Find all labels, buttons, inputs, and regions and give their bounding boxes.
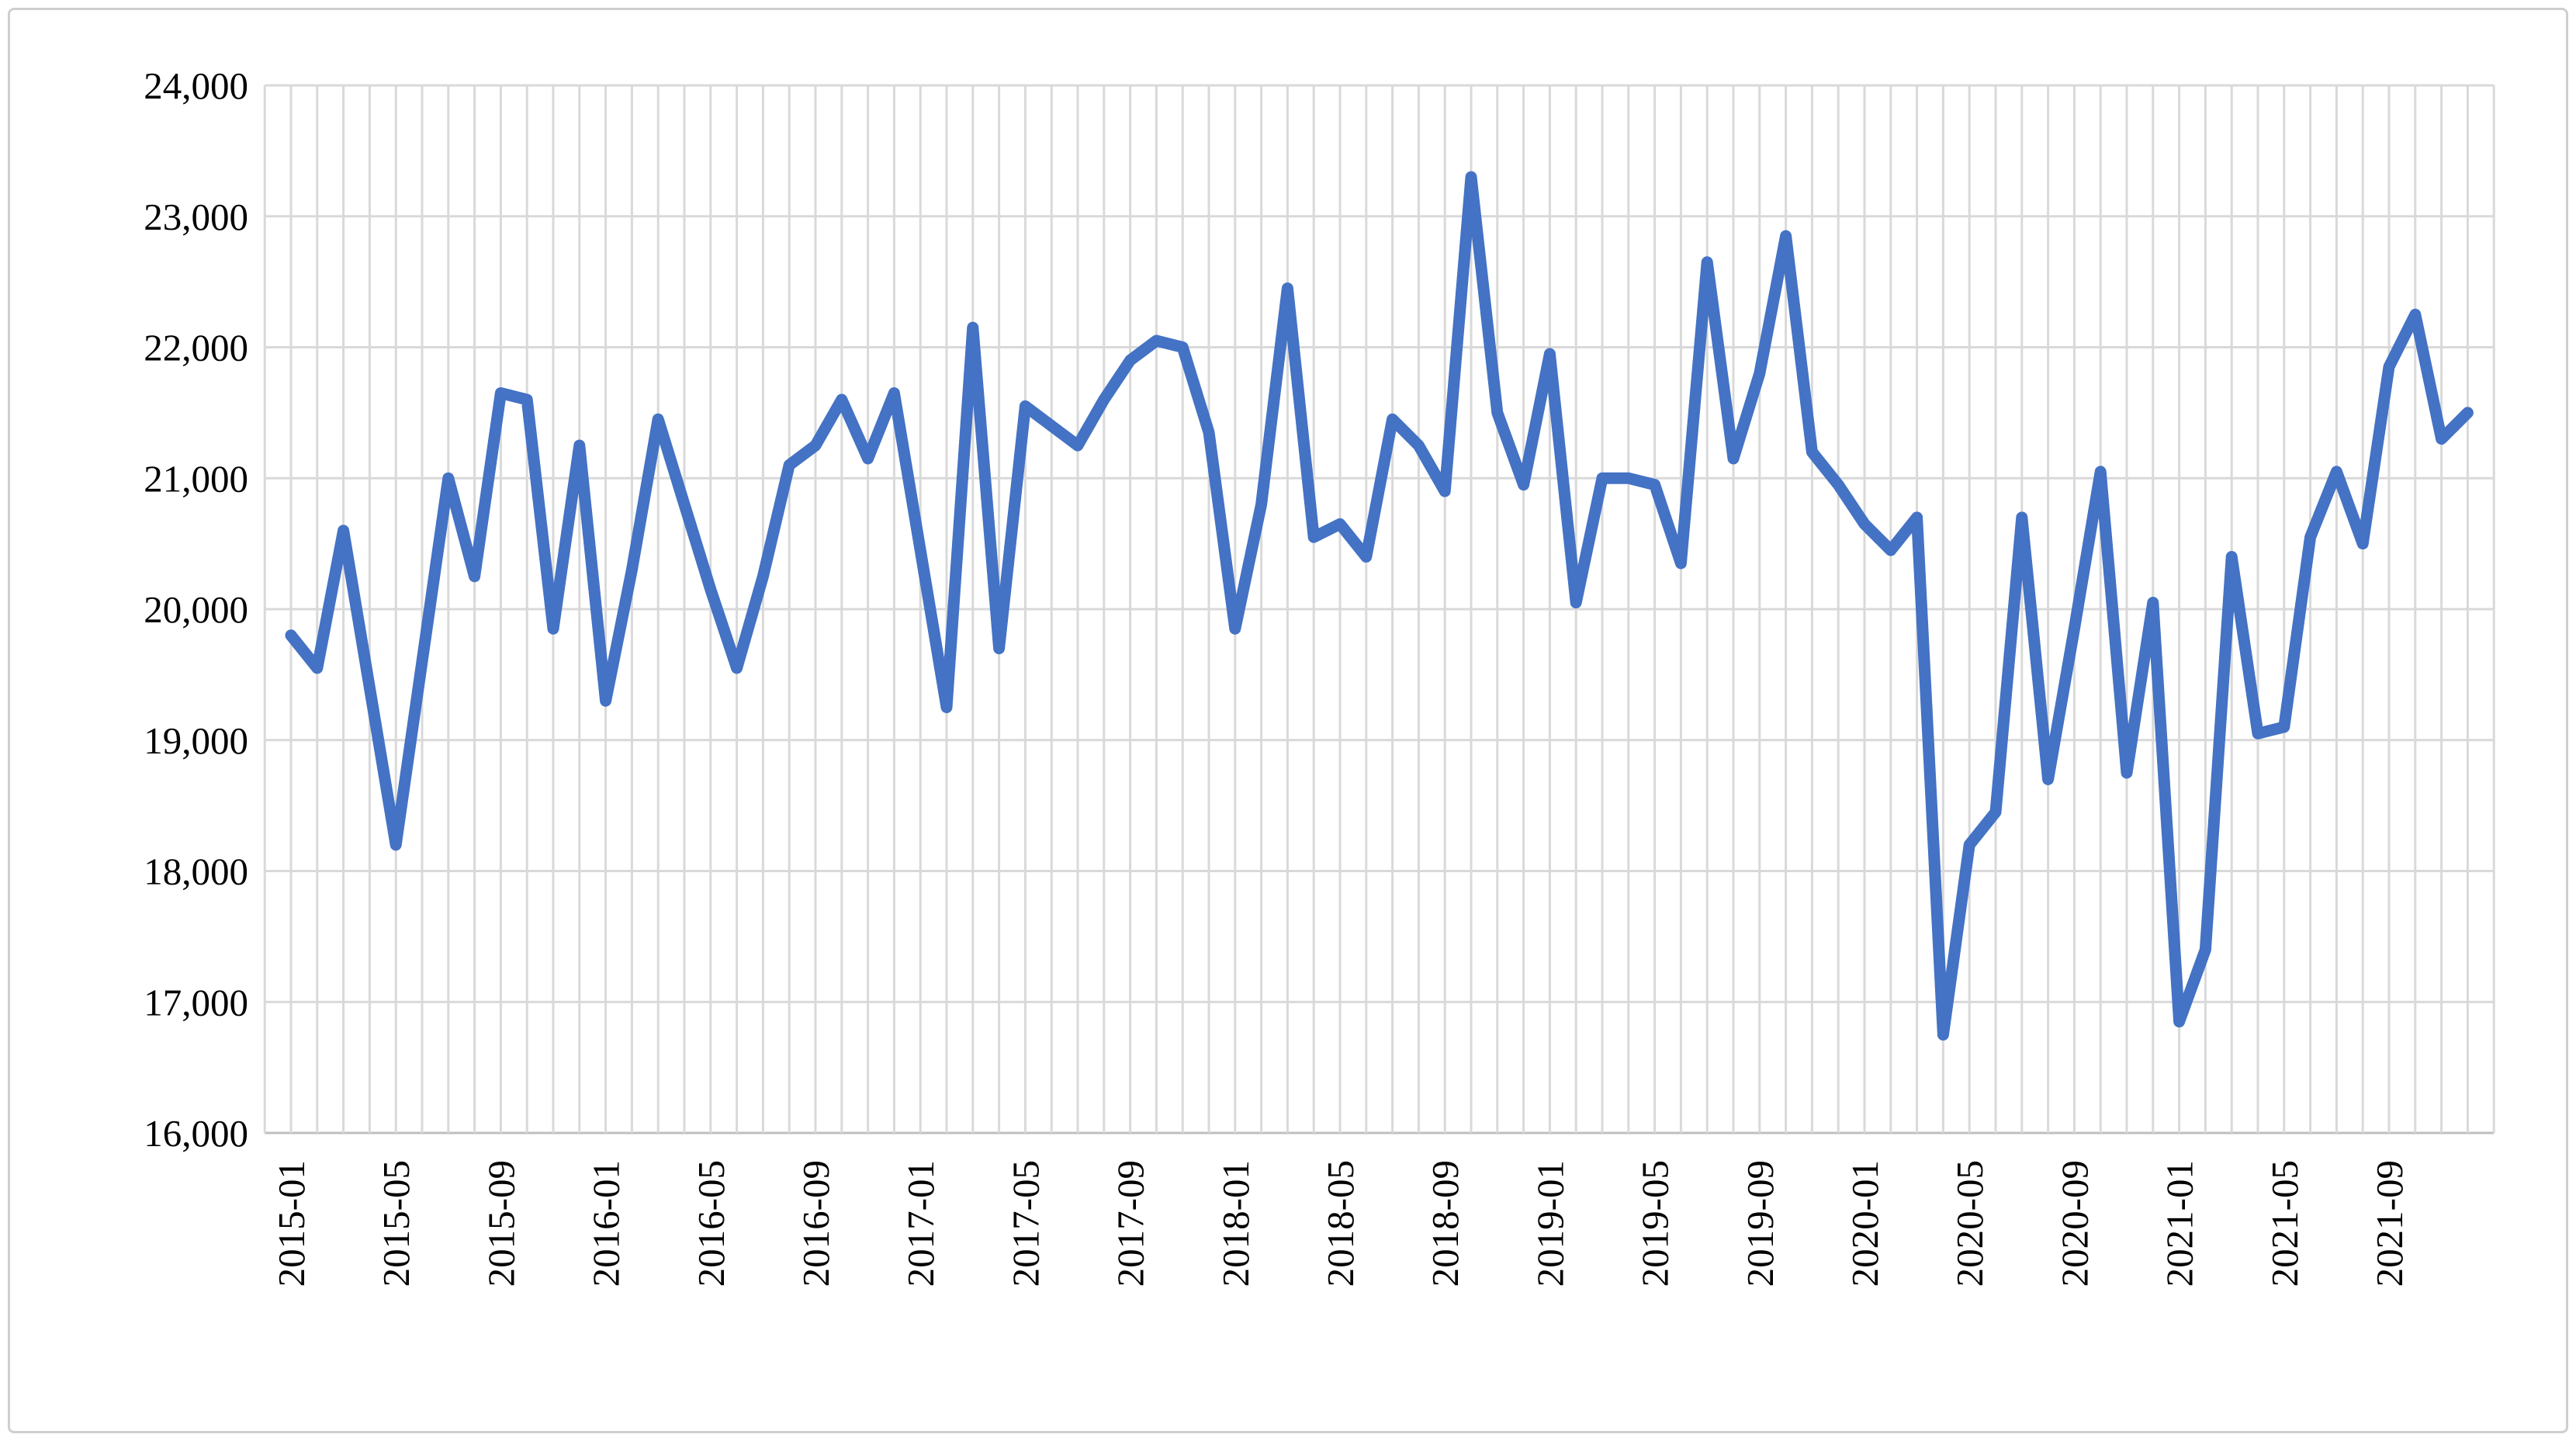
x-tick-label: 2017-01 [899, 1160, 942, 1287]
x-axis-tick-labels: 2015-01 2015-05 2015-09 2016-01 2016-05 2016-… [270, 1160, 2411, 1287]
x-tick-label: 2016-05 [690, 1160, 732, 1287]
y-tick-label: 16,000 [144, 1112, 248, 1155]
y-tick-label: 22,000 [144, 327, 248, 369]
x-tick-label: 2019-09 [1739, 1160, 1781, 1287]
x-tick-label: 2020-05 [1948, 1160, 1991, 1287]
x-tick-label: 2019-05 [1634, 1160, 1677, 1287]
data-series-line [285, 171, 2474, 1041]
x-tick-label: 2021-09 [2368, 1160, 2411, 1287]
x-tick-label: 2017-09 [1110, 1160, 1152, 1287]
x-tick-label: 2015-01 [270, 1160, 313, 1287]
x-tick-label: 2016-01 [585, 1160, 628, 1287]
y-tick-label: 20,000 [144, 588, 248, 631]
x-tick-label: 2018-01 [1214, 1160, 1257, 1287]
y-tick-label: 19,000 [144, 719, 248, 762]
x-tick-label: 2019-01 [1529, 1160, 1571, 1287]
y-axis-tick-labels: 16,000 17,000 18,000 19,000 20,000 21,000 22,0… [144, 64, 248, 1155]
x-tick-label: 2018-09 [1424, 1160, 1466, 1287]
y-tick-label: 23,000 [144, 196, 248, 238]
y-tick-label: 21,000 [144, 457, 248, 500]
x-tick-label: 2015-05 [375, 1160, 417, 1287]
y-tick-label: 24,000 [144, 64, 248, 107]
y-tick-label: 18,000 [144, 850, 248, 893]
x-tick-label: 2017-05 [1004, 1160, 1047, 1287]
x-tick-label: 2015-09 [480, 1160, 522, 1287]
x-tick-label: 2018-05 [1319, 1160, 1362, 1287]
y-tick-label: 17,000 [144, 981, 248, 1024]
x-tick-label: 2016-09 [795, 1160, 837, 1287]
x-tick-label: 2021-01 [2159, 1160, 2201, 1287]
x-tick-label: 2020-09 [2053, 1160, 2096, 1287]
x-tick-label: 2021-05 [2263, 1160, 2306, 1287]
x-tick-label: 2020-01 [1844, 1160, 1886, 1287]
vertical-gridlines [263, 85, 2495, 1133]
